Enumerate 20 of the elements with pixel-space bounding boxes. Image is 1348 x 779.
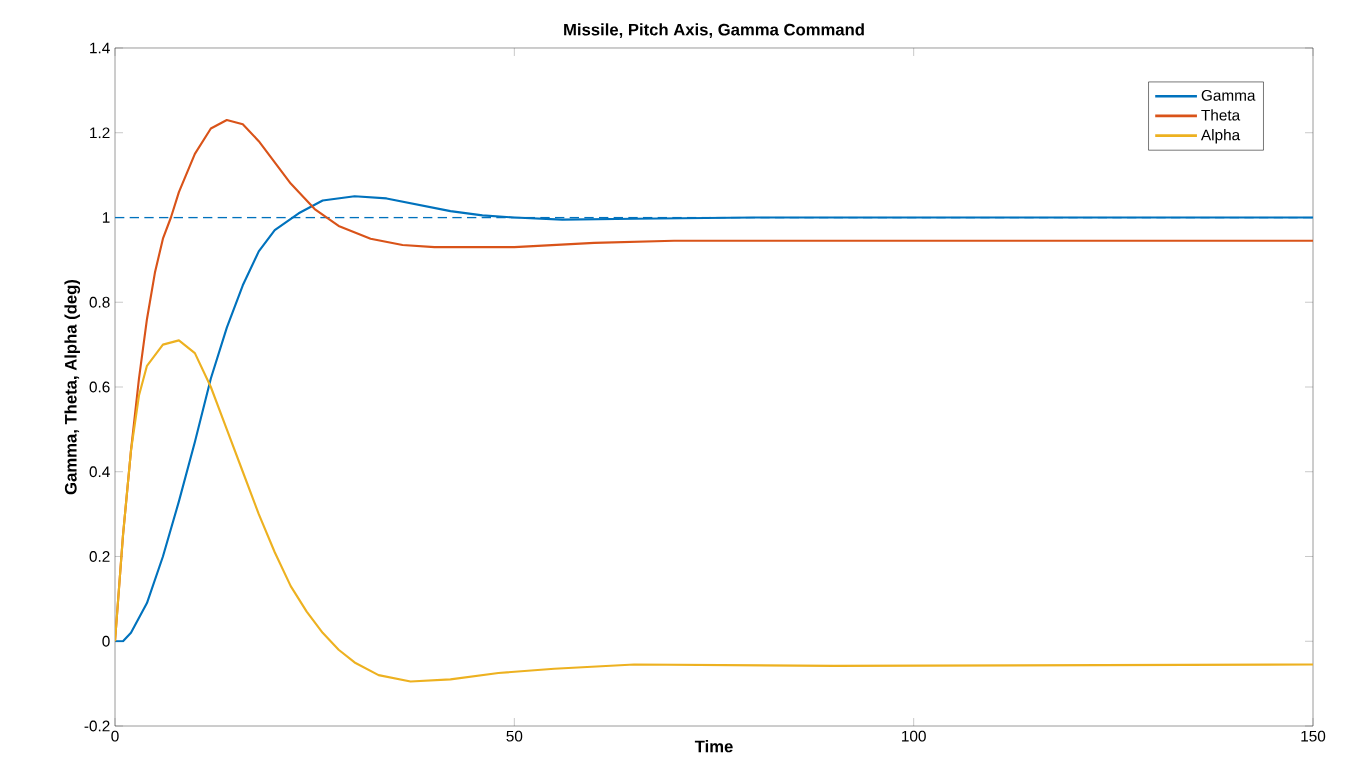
y-tick-label: 0.2 [89,551,110,562]
y-tick-label: 0 [102,635,110,647]
y-axis-title: Gamma, Theta, Alpha (deg) [64,279,81,495]
y-tick-label: 1.2 [90,127,110,139]
y-tick-label: 0.8 [89,296,110,308]
y-tick-label: 1 [102,212,110,223]
chart-title: Missile, Pitch Axis, Gamma Command [564,23,864,38]
legend-label: Alpha [1200,129,1241,144]
x-tick-label: 50 [506,730,523,742]
x-tick-label: 100 [902,730,926,742]
x-tick-label: 150 [1301,730,1326,742]
y-tick-label: 1.4 [90,42,110,54]
y-tick-label: -0.2 [84,720,110,732]
line-series [115,339,1314,683]
y-tick-label: 0.4 [89,466,110,478]
x-axis-title: Time [694,740,733,753]
y-tick-label: 0.6 [89,381,110,393]
legend-label: Theta [1201,109,1241,121]
legend-label: Gamma [1201,89,1256,101]
x-tick-label: 0 [111,730,119,742]
